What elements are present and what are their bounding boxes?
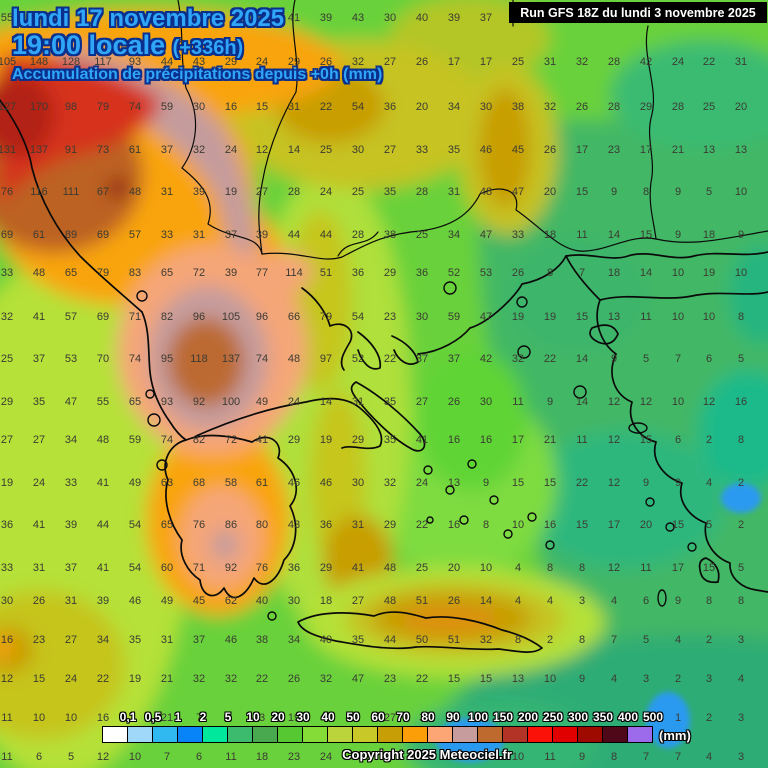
run-info-box: Run GFS 18Z du lundi 3 novembre 2025 bbox=[509, 2, 767, 23]
title-date: lundi 17 novembre 2025 bbox=[12, 5, 285, 32]
title-subtitle: Accumulation de précipitations depuis +0… bbox=[12, 66, 383, 83]
title-offset: (+336h) bbox=[172, 37, 244, 59]
coastlines bbox=[0, 0, 768, 653]
title-time-text: 19:00 locale bbox=[12, 30, 166, 60]
copyright-text: Copyright 2025 Meteociel.fr bbox=[342, 747, 512, 762]
run-info-text: Run GFS 18Z du lundi 3 novembre 2025 bbox=[520, 5, 756, 20]
title-time: 19:00 locale (+336h) bbox=[12, 30, 243, 61]
